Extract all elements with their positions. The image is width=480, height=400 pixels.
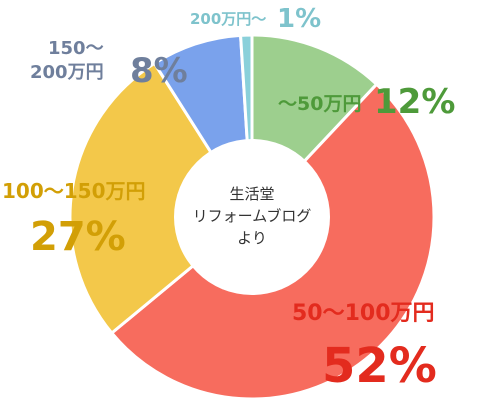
center-label-line-2: リフォームブログ bbox=[193, 207, 312, 225]
center-label-line-1: 生活堂 bbox=[229, 185, 274, 203]
slice-label-0: 〜50万円 12% bbox=[278, 82, 455, 122]
slice-label-2: 100〜150万円 27% bbox=[2, 179, 146, 260]
center-label-line-3: より bbox=[237, 229, 267, 247]
slice-label-1: 50〜100万円 52% bbox=[292, 301, 437, 394]
slice-name-4: 200万円〜 bbox=[190, 10, 266, 28]
slice-pct-0: 12% bbox=[374, 82, 455, 122]
slice-name-0: 〜50万円 bbox=[278, 93, 361, 115]
donut-hole bbox=[174, 139, 330, 295]
slice-pct-2: 27% bbox=[30, 214, 126, 260]
slice-2 bbox=[68, 61, 254, 335]
slice-pct-3: 8% bbox=[130, 51, 188, 91]
slice-pct-4: 1% bbox=[277, 4, 321, 34]
slice-name-2: 100〜150万円 bbox=[2, 179, 146, 203]
center-label: 生活堂 リフォームブログ より bbox=[193, 185, 312, 247]
slice-label-3: 150〜 200万円 8% bbox=[30, 38, 188, 91]
slice-label-4: 200万円〜 1% bbox=[190, 4, 321, 34]
slice-pct-1: 52% bbox=[322, 338, 437, 394]
slice-name-1: 50〜100万円 bbox=[292, 301, 435, 326]
slice-name-3: 150〜 200万円 bbox=[30, 38, 110, 83]
